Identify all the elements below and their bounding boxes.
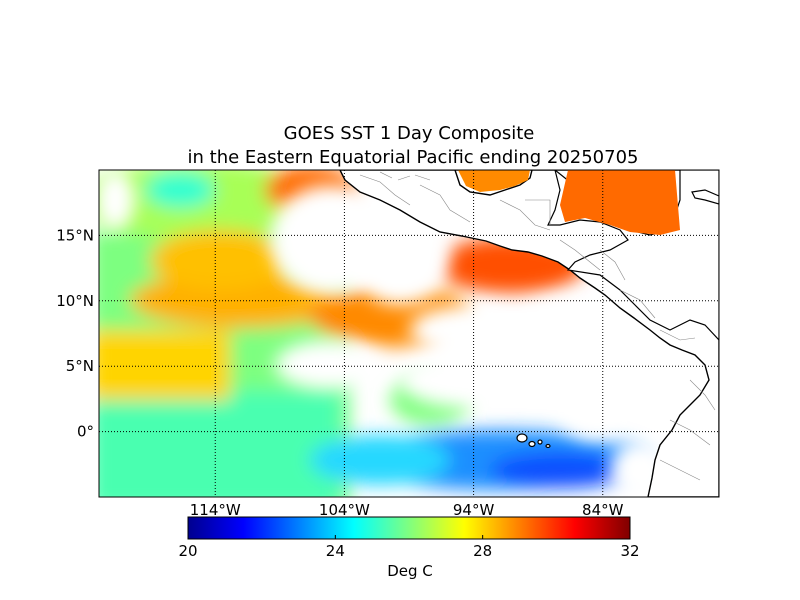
lat-tick-label: 0°: [77, 423, 94, 441]
colorbar-tick-label: 32: [620, 542, 639, 560]
colorbar-label: Deg C: [387, 562, 433, 580]
lon-tick-label: 114°W: [190, 501, 241, 519]
latitude-labels: 15°N 10°N 5°N 0°: [56, 226, 94, 440]
lat-tick-label: 10°N: [56, 292, 94, 310]
longitude-labels: 114°W 104°W 94°W 84°W: [190, 501, 624, 519]
map-frame: [98, 169, 720, 498]
colorbar: [187, 516, 631, 540]
colorbar-tick-label: 24: [326, 542, 345, 560]
colorbar-tick-label: 20: [178, 542, 197, 560]
galapagos-islands: [516, 433, 551, 449]
gulf-waters: [458, 170, 680, 235]
caribbean-island: [691, 189, 719, 205]
colorbar-tick-label: 28: [473, 542, 492, 560]
colorbar-ticks: 20 24 28 32: [178, 535, 640, 560]
gridlines: [99, 170, 719, 497]
map-panel: [99, 170, 719, 497]
lon-tick-label: 84°W: [582, 501, 624, 519]
country-borders: [359, 171, 716, 481]
lat-tick-label: 15°N: [56, 226, 94, 244]
lon-tick-label: 104°W: [319, 501, 370, 519]
title-line-2: in the Eastern Equatorial Pacific ending…: [188, 147, 639, 168]
title-line-1: GOES SST 1 Day Composite: [284, 123, 535, 144]
lat-tick-label: 5°N: [66, 357, 94, 375]
lon-tick-label: 94°W: [453, 501, 495, 519]
